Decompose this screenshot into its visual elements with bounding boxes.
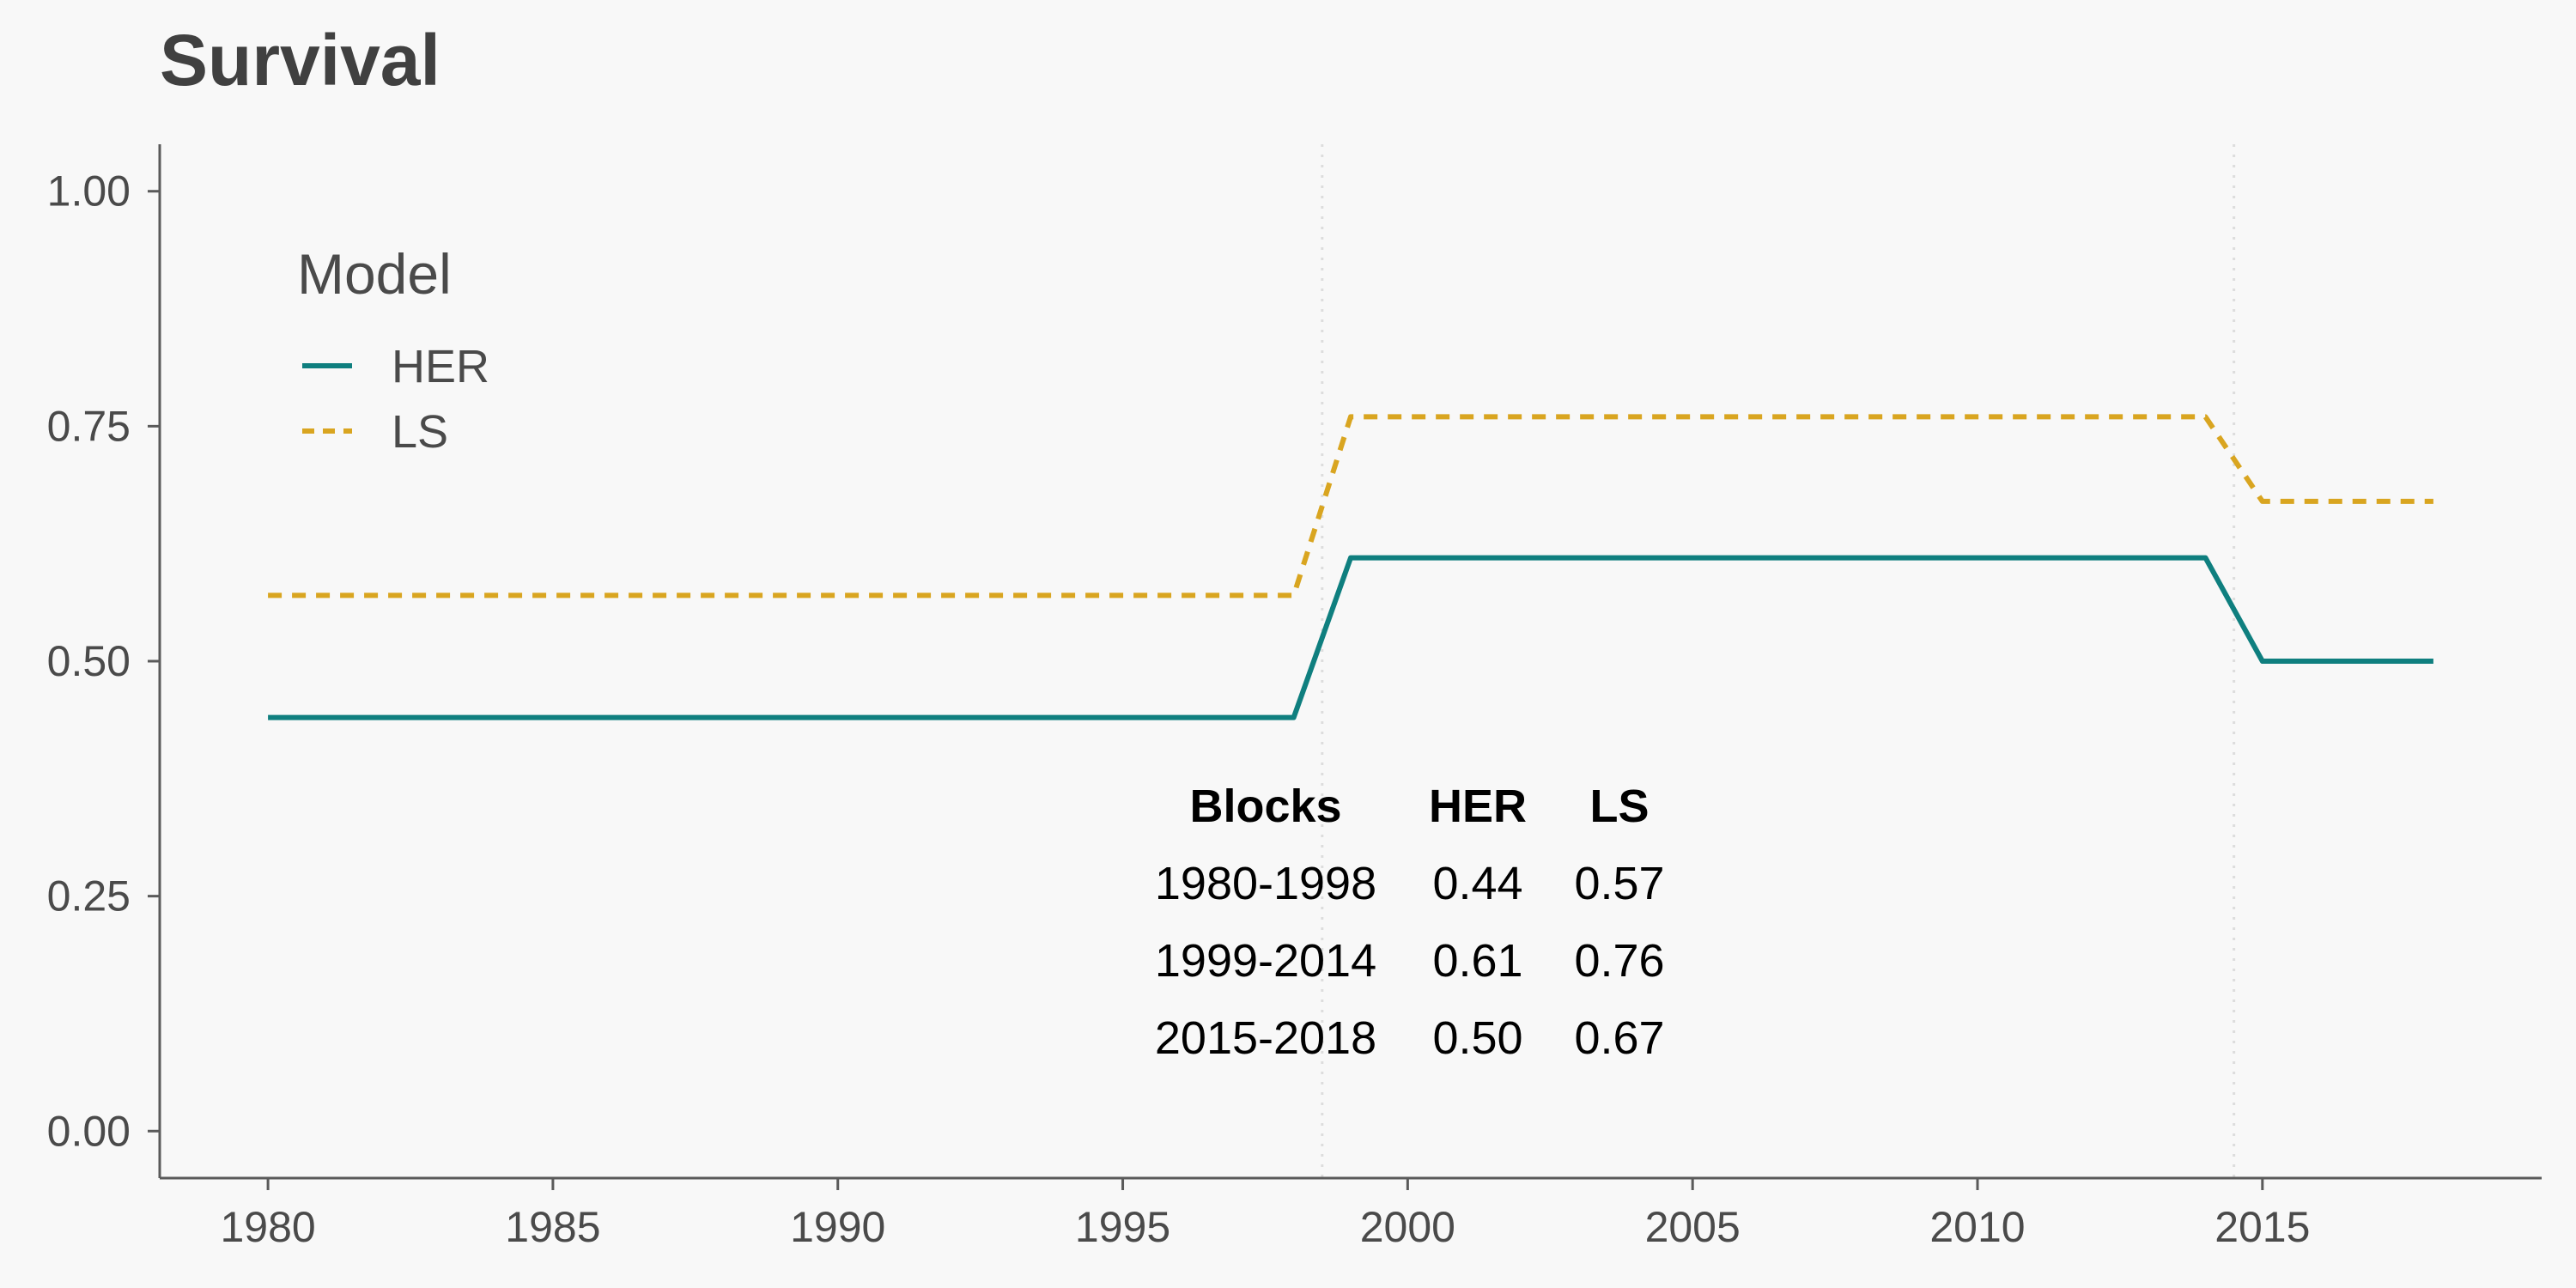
legend-label-her: HER — [392, 341, 489, 392]
table-cell: 2015-2018 — [1155, 1012, 1376, 1064]
series-line-her — [268, 555, 2433, 720]
legend: Model HER LS — [297, 242, 489, 458]
y-ticks: 0.00 0.25 0.50 0.75 1.00 — [47, 167, 160, 1155]
legend-label-ls: LS — [392, 406, 448, 458]
table-cell: 0.76 — [1574, 935, 1664, 987]
table-header-cell: Blocks — [1189, 781, 1341, 832]
x-tick-label: 1980 — [220, 1203, 315, 1251]
block-divider-lines — [1321, 144, 2236, 1178]
table-cell: 0.50 — [1432, 1012, 1522, 1064]
table-cell: 1999-2014 — [1155, 935, 1376, 987]
y-tick-label: 0.00 — [47, 1107, 131, 1155]
table-cell: 0.61 — [1432, 935, 1522, 987]
x-tick-label: 2015 — [2215, 1203, 2310, 1251]
table-cell: 0.44 — [1432, 858, 1522, 909]
y-tick-label: 1.00 — [47, 167, 131, 216]
x-tick-label: 2000 — [1360, 1203, 1455, 1251]
y-tick-label: 0.25 — [47, 872, 131, 920]
legend-title: Model — [297, 242, 452, 306]
table-cell: 0.67 — [1574, 1012, 1664, 1064]
chart-title: Survival — [160, 20, 440, 100]
x-tick-label: 2010 — [1929, 1203, 2025, 1251]
x-tick-label: 1990 — [790, 1203, 885, 1251]
x-tick-label: 2005 — [1645, 1203, 1741, 1251]
series-lines — [268, 414, 2433, 720]
blocks-table: Blocks HER LS 1980-1998 0.44 0.57 1999-2014 0.6… — [1155, 781, 1665, 1064]
x-ticks: 1980 1985 1990 1995 2000 2005 2010 2015 — [220, 1178, 2310, 1251]
y-tick-label: 0.75 — [47, 402, 131, 450]
table-cell: 1980-1998 — [1155, 858, 1376, 909]
table-header-cell: HER — [1429, 781, 1527, 832]
y-tick-label: 0.50 — [47, 637, 131, 685]
series-line-ls — [268, 414, 2433, 598]
table-header-cell: LS — [1589, 781, 1649, 832]
table-cell: 0.57 — [1574, 858, 1664, 909]
x-tick-label: 1985 — [505, 1203, 600, 1251]
x-tick-label: 1995 — [1075, 1203, 1170, 1251]
